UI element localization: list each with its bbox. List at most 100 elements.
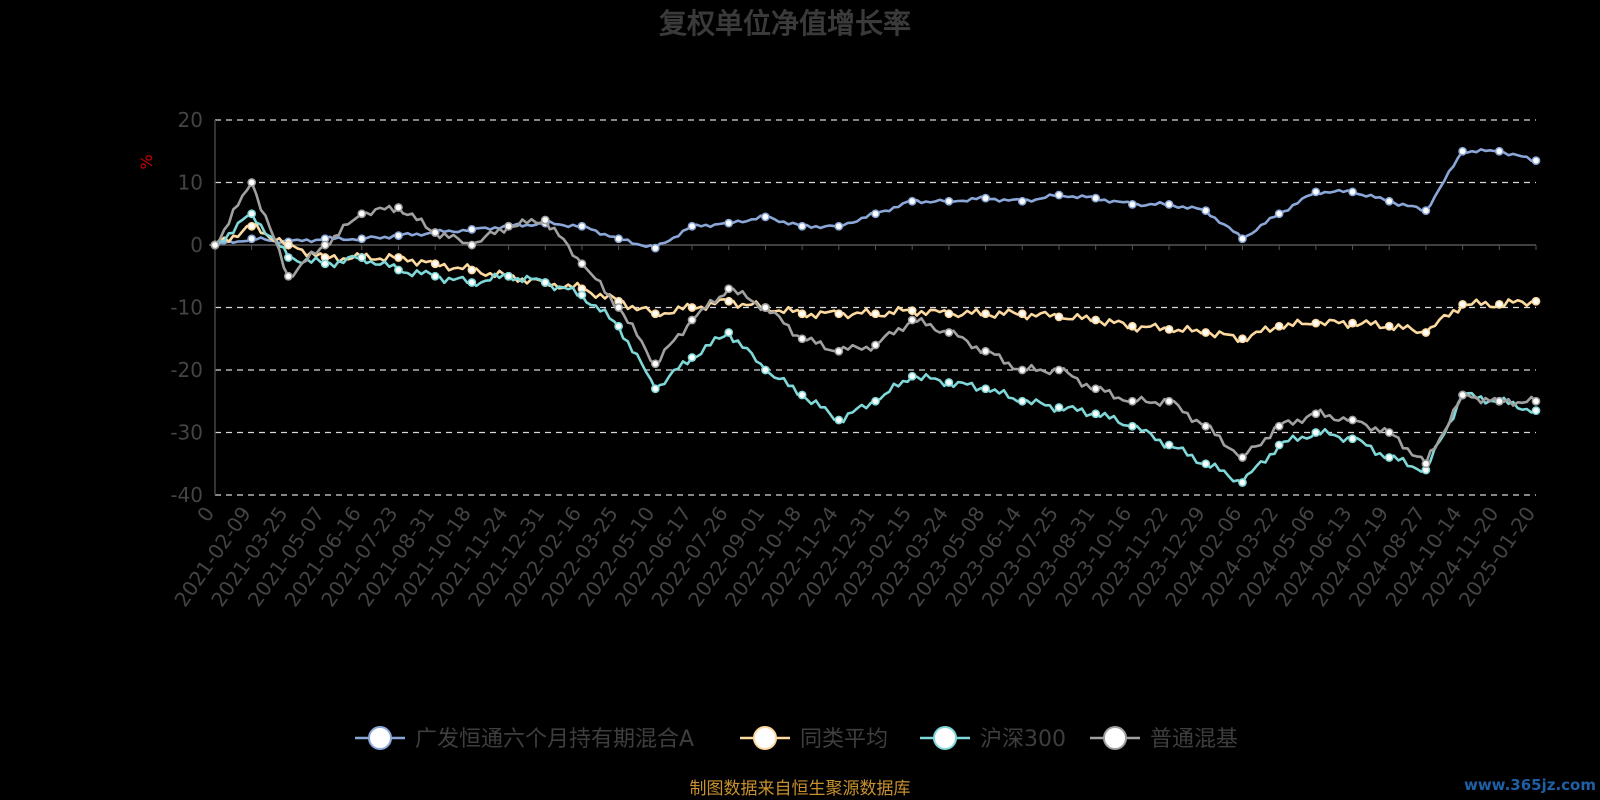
- y-tick-label: -20: [170, 358, 203, 382]
- data-point: [1091, 193, 1101, 203]
- data-point: [724, 218, 734, 228]
- data-point: [1348, 415, 1357, 425]
- data-point: [761, 303, 770, 312]
- data-point: [1201, 328, 1211, 337]
- data-point: [320, 240, 330, 250]
- data-point: [394, 203, 403, 212]
- data-point: [1201, 459, 1211, 469]
- data-point: [504, 221, 513, 231]
- chart-title: 复权单位净值增长率: [659, 7, 911, 40]
- data-point: [834, 346, 844, 356]
- data-point: [467, 278, 477, 287]
- data-point: [981, 193, 990, 203]
- data-point: [357, 253, 367, 262]
- data-point: [577, 259, 587, 269]
- legend-marker: [933, 726, 957, 750]
- y-axis-unit: %: [137, 154, 156, 169]
- data-point: [687, 353, 697, 362]
- data-point: [1164, 440, 1174, 450]
- data-point: [430, 228, 440, 237]
- data-point: [944, 378, 954, 387]
- data-point: [394, 253, 403, 262]
- data-point: [284, 253, 293, 262]
- series-line: [214, 148, 1537, 250]
- data-point: [614, 234, 623, 244]
- legend[interactable]: 广发恒通六个月持有期混合A 同类平均 沪深300 普通混基: [355, 726, 1238, 752]
- data-point: [834, 415, 844, 425]
- data-point: [284, 240, 293, 250]
- data-point: [1458, 146, 1467, 156]
- data-point: [1054, 365, 1064, 375]
- legend-item[interactable]: 广发恒通六个月持有期混合A: [355, 726, 694, 752]
- data-point: [1164, 325, 1174, 334]
- data-point: [981, 346, 990, 356]
- data-point: [724, 284, 734, 294]
- data-point: [1238, 453, 1247, 462]
- data-point: [1128, 421, 1137, 431]
- data-point: [1311, 318, 1321, 328]
- data-point: [394, 231, 403, 240]
- data-point: [724, 296, 734, 306]
- data-point: [1017, 196, 1027, 206]
- data-point: [1091, 315, 1101, 325]
- data-point: [1054, 312, 1064, 322]
- data-point: [981, 384, 990, 394]
- axes: [209, 120, 1537, 495]
- data-point: [430, 271, 440, 281]
- y-tick-labels: 20 10 0 -10 -20 -30 -40: [170, 108, 203, 507]
- legend-label: 广发恒通六个月持有期混合A: [415, 727, 694, 752]
- legend-item[interactable]: 普通混基: [1090, 726, 1238, 752]
- data-point: [1348, 434, 1357, 444]
- data-point: [1128, 321, 1137, 331]
- source-note: 制图数据来自恒生聚源数据库: [690, 779, 911, 799]
- data-point: [1531, 406, 1541, 415]
- data-point: [1017, 309, 1027, 319]
- data-point: [1274, 209, 1284, 219]
- data-point: [467, 240, 477, 250]
- data-point: [907, 306, 917, 315]
- data-point: [1494, 300, 1504, 309]
- data-point: [357, 209, 367, 219]
- data-point: [247, 209, 257, 219]
- data-point: [650, 384, 660, 394]
- y-tick-label: 0: [190, 233, 203, 257]
- data-point: [1421, 328, 1431, 337]
- data-point: [981, 309, 990, 319]
- data-point: [1348, 187, 1357, 197]
- data-point: [1274, 440, 1284, 450]
- legend-item[interactable]: 沪深300: [920, 726, 1066, 752]
- data-point: [761, 365, 770, 375]
- data-point: [944, 196, 954, 206]
- data-point: [1201, 206, 1211, 215]
- data-point: [871, 309, 880, 319]
- data-point: [467, 265, 477, 275]
- data-point: [1348, 318, 1357, 328]
- data-point: [577, 290, 587, 300]
- data-point: [540, 215, 550, 225]
- watermark: www.365jz.com: [1464, 776, 1596, 794]
- series-lines: [210, 146, 1541, 487]
- data-point: [1054, 190, 1064, 200]
- data-point: [724, 328, 734, 337]
- data-point: [1384, 321, 1394, 331]
- data-point: [467, 225, 477, 234]
- data-point: [761, 212, 770, 222]
- legend-item[interactable]: 同类平均: [740, 726, 888, 752]
- data-point: [1164, 200, 1174, 209]
- data-point: [1531, 296, 1541, 306]
- legend-label: 沪深300: [980, 727, 1066, 752]
- data-point: [907, 315, 917, 325]
- grid-lines: [215, 119, 1536, 496]
- data-point: [394, 265, 403, 275]
- legend-label: 普通混基: [1150, 727, 1238, 752]
- data-point: [1238, 334, 1247, 344]
- data-point: [834, 221, 844, 231]
- data-point: [1238, 234, 1247, 244]
- data-point: [1311, 409, 1321, 419]
- data-point: [1128, 200, 1137, 209]
- data-point: [1201, 421, 1211, 431]
- data-point: [320, 259, 330, 269]
- x-tick-label: 0: [192, 502, 219, 526]
- y-tick-label: 20: [178, 108, 203, 132]
- data-point: [797, 221, 807, 231]
